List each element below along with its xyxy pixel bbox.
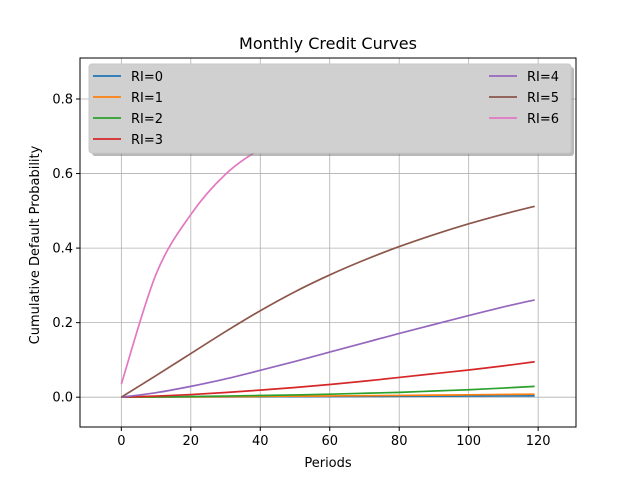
series-line-ri-2 (121, 385, 535, 399)
x-tick-label: 100 (456, 434, 481, 449)
x-tick-label: 20 (183, 434, 200, 449)
legend: RI=0 RI=1 RI=2 RI=3 RI=4 RI=5 RI=6 (88, 63, 574, 156)
legend-box (88, 63, 572, 154)
legend-label: RI=4 (527, 70, 559, 85)
y-tick-label: 0.4 (52, 242, 73, 257)
legend-label: RI=5 (527, 91, 559, 106)
y-axis-label: Cumulative Default Probability (28, 145, 43, 344)
y-tick-label: 0.2 (52, 316, 73, 331)
series-line-ri-5 (120, 205, 535, 398)
legend-label: RI=1 (131, 91, 163, 106)
series-line-ri-3 (121, 360, 535, 399)
x-tick-label: 80 (391, 434, 408, 449)
axis-ticks: 0 20 40 60 80 100 120 0.0 0.2 0.4 0.6 0.8 (52, 93, 550, 450)
legend-label: RI=3 (131, 133, 163, 148)
x-axis-label: Periods (304, 456, 352, 471)
plot-frame (79, 57, 577, 428)
series-lines (120, 86, 535, 399)
legend-label: RI=0 (131, 70, 163, 85)
legend-label: RI=6 (527, 112, 559, 127)
x-tick-label: 40 (252, 434, 269, 449)
chart-title: Monthly Credit Curves (239, 34, 417, 53)
y-tick-label: 0.6 (52, 167, 73, 182)
y-tick-label: 0.0 (52, 391, 73, 406)
x-tick-label: 60 (321, 434, 338, 449)
x-tick-label: 120 (526, 434, 551, 449)
x-tick-label: 0 (117, 434, 125, 449)
series-line-ri-4 (121, 299, 535, 399)
legend-label: RI=2 (131, 112, 163, 127)
y-tick-label: 0.8 (52, 93, 73, 108)
